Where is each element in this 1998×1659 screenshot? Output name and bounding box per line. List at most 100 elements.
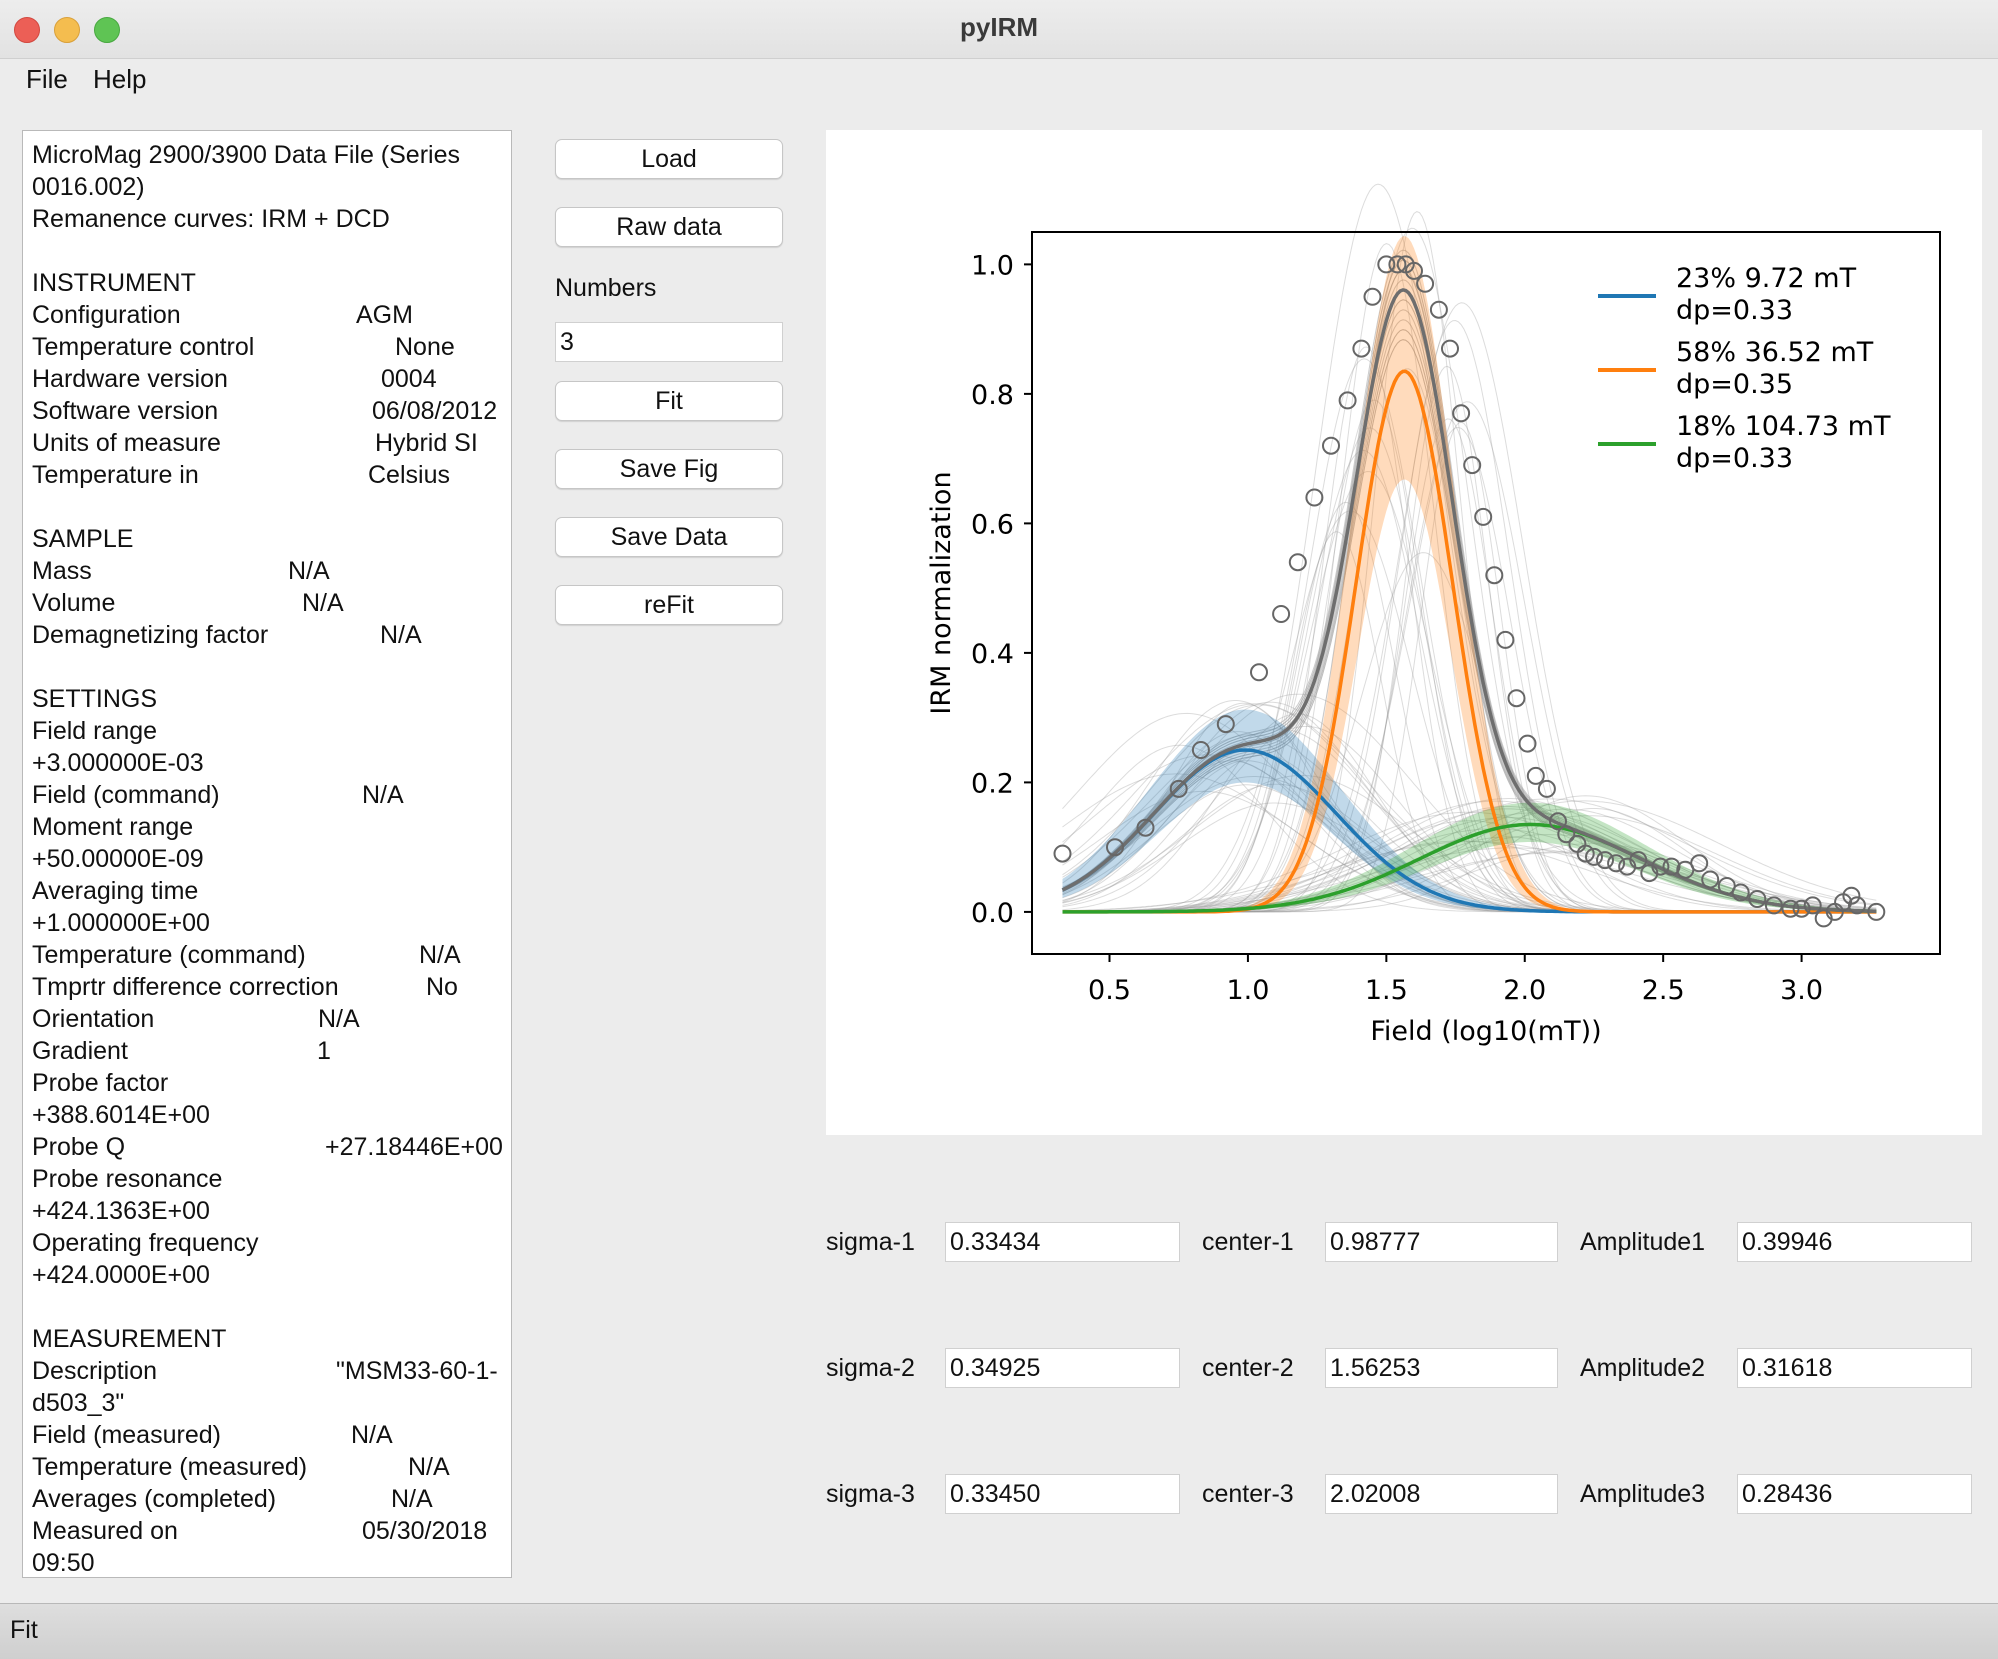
info-key: +424.1363E+00: [32, 1197, 210, 1225]
info-line: [32, 1291, 505, 1323]
info-line: Moment range: [32, 811, 505, 843]
center-2-input[interactable]: 1.56253: [1325, 1348, 1558, 1388]
info-value: No: [426, 973, 458, 1001]
maximize-window-button[interactable]: [94, 17, 120, 43]
status-text: Fit: [10, 1616, 38, 1644]
bootstrap-curve: [1062, 820, 1877, 913]
center-2-label: center-2: [1202, 1354, 1294, 1382]
sigma-3-input[interactable]: 0.33450: [945, 1474, 1180, 1514]
info-key: Averages (completed): [32, 1485, 277, 1513]
sigma-1-input[interactable]: 0.33434: [945, 1222, 1180, 1262]
measured-point: [1518, 734, 1537, 753]
numbers-input[interactable]: 3: [555, 322, 783, 362]
info-line: Averaging time: [32, 875, 505, 907]
info-line: Hardware version 0004: [32, 363, 505, 395]
menu-help[interactable]: Help: [93, 64, 147, 94]
save-fig-button[interactable]: Save Fig: [555, 449, 783, 489]
measured-point: [1405, 261, 1423, 280]
info-line: 09:50: [32, 1547, 505, 1577]
amplitude-1-input[interactable]: 0.39946: [1737, 1222, 1972, 1262]
sum-curve: [1061, 288, 1877, 913]
info-key: Temperature control: [32, 333, 255, 361]
refit-button[interactable]: reFit: [555, 585, 783, 625]
sigma-2-input[interactable]: 0.34925: [945, 1348, 1180, 1388]
info-key: Moment range: [32, 813, 194, 841]
info-value: Celsius: [368, 461, 450, 489]
info-key: +3.000000E-03: [32, 749, 204, 777]
file-info-panel[interactable]: MicroMag 2900/3900 Data File (Series 0016…: [22, 130, 512, 1578]
measured-point: [1136, 818, 1155, 837]
measured-point: [1848, 896, 1866, 915]
measured-point: [1764, 896, 1783, 915]
amplitude-3-input[interactable]: 0.28436: [1737, 1474, 1972, 1514]
info-value: N/A: [408, 1453, 450, 1481]
bootstrap-curve: [1062, 798, 1877, 913]
measured-point: [1272, 605, 1291, 623]
load-button[interactable]: Load: [555, 139, 783, 179]
amplitude-2-input[interactable]: 0.31618: [1737, 1348, 1972, 1388]
measured-point: [1485, 566, 1504, 585]
measured-point: [1557, 825, 1576, 844]
x-tick-label: 1.5: [1365, 975, 1408, 1006]
measured-point: [1377, 255, 1396, 274]
legend-label: 23% 9.72 mT: [1676, 263, 1857, 294]
menu-file[interactable]: File: [26, 64, 68, 94]
bootstrap-curve: [1062, 847, 1877, 913]
info-value: N/A: [362, 781, 404, 809]
measured-point: [1537, 779, 1556, 798]
y-tick-label: 0.0: [971, 898, 1014, 929]
x-tick-label: 2.5: [1642, 975, 1685, 1006]
info-value: N/A: [351, 1421, 393, 1449]
info-value: +27.18446E+00: [325, 1133, 503, 1161]
fit-button[interactable]: Fit: [555, 381, 783, 421]
info-key: 0016.002): [32, 173, 145, 201]
info-key: Temperature (command): [32, 941, 306, 969]
y-axis-label: IRM normalization: [926, 471, 957, 714]
info-key: Operating frequency: [32, 1229, 259, 1257]
x-tick-label: 1.0: [1226, 975, 1269, 1006]
info-key: Probe factor: [32, 1069, 169, 1097]
info-line: Probe Q +27.18446E+00: [32, 1131, 505, 1163]
x-tick-label: 2.0: [1503, 975, 1546, 1006]
measured-point: [1305, 488, 1324, 507]
info-value: None: [395, 333, 455, 361]
info-line: Mass N/A: [32, 555, 505, 587]
info-key: +1.000000E+00: [32, 909, 210, 937]
info-line: +1.000000E+00: [32, 907, 505, 939]
info-line: Operating frequency: [32, 1227, 505, 1259]
info-key: Hardware version: [32, 365, 228, 393]
info-key: Temperature (measured): [32, 1453, 308, 1481]
measured-point: [1191, 741, 1210, 759]
measured-point: [1507, 689, 1526, 708]
measured-point: [1441, 339, 1459, 358]
info-key: Configuration: [32, 301, 181, 329]
info-value: 05/30/2018: [362, 1517, 488, 1545]
minimize-window-button[interactable]: [54, 17, 80, 43]
measured-point: [1053, 844, 1072, 863]
info-line: Configuration AGM: [32, 299, 505, 331]
close-window-button[interactable]: [14, 17, 40, 43]
info-key: Field (measured): [32, 1421, 221, 1449]
y-tick-label: 0.2: [971, 768, 1014, 799]
info-line: SAMPLE: [32, 523, 505, 555]
center-3-input[interactable]: 2.02008: [1325, 1474, 1558, 1514]
info-line: [32, 491, 505, 523]
info-line: d503_3": [32, 1387, 505, 1419]
center-1-input[interactable]: 0.98777: [1325, 1222, 1558, 1262]
measured-point: [1629, 851, 1648, 870]
bootstrap-curve: [1062, 798, 1877, 913]
info-line: Demagnetizing factor N/A: [32, 619, 505, 651]
measured-point: [1701, 870, 1720, 889]
measured-point: [1169, 779, 1188, 798]
measured-point: [1106, 838, 1124, 857]
measured-point: [1352, 339, 1371, 358]
save-data-button[interactable]: Save Data: [555, 517, 783, 557]
info-key: +50.00000E-09: [32, 845, 204, 873]
info-line: Temperature in Celsius: [32, 459, 505, 491]
info-value: AGM: [356, 301, 413, 329]
measured-point: [1842, 886, 1861, 905]
measured-point: [1549, 812, 1567, 831]
center-3-label: center-3: [1202, 1480, 1294, 1508]
raw-data-button[interactable]: Raw data: [555, 207, 783, 247]
measured-point: [1322, 436, 1340, 455]
